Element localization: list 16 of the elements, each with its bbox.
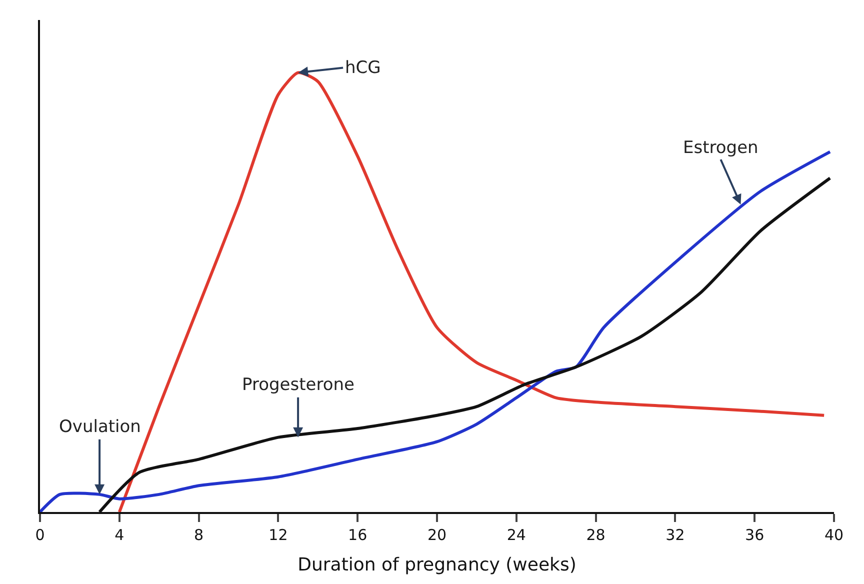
- x-tick-label: 8: [194, 526, 204, 544]
- x-axis-title: Duration of pregnancy (weeks): [298, 554, 576, 576]
- annotation: Progesterone: [242, 375, 354, 395]
- x-tick-label: 12: [268, 526, 288, 544]
- x-tick-label: 24: [506, 526, 526, 544]
- x-tick-label: 20: [427, 526, 447, 544]
- x-tick-label: 4: [114, 526, 124, 544]
- x-tick-label: 28: [586, 526, 606, 544]
- x-tick-label: 16: [348, 526, 368, 544]
- x-tick-label: 40: [824, 526, 844, 544]
- x-tick-label: 32: [666, 526, 685, 544]
- annotation: Estrogen: [683, 138, 758, 158]
- annotation: Ovulation: [59, 417, 141, 437]
- x-tick-label: 0: [35, 526, 45, 544]
- x-tick-label: 36: [745, 526, 764, 544]
- annotation: hCG: [345, 58, 381, 78]
